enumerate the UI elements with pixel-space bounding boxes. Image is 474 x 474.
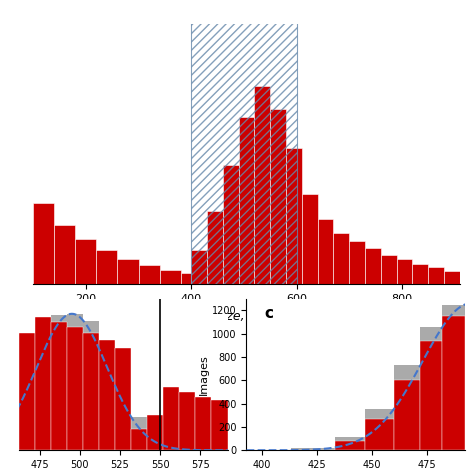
Bar <box>96 250 118 284</box>
Bar <box>51 322 67 450</box>
Bar <box>420 341 443 450</box>
Bar <box>19 333 35 450</box>
Bar <box>238 117 255 284</box>
Bar <box>394 380 420 450</box>
Bar <box>160 270 181 284</box>
Bar <box>444 271 460 284</box>
Bar <box>164 387 179 450</box>
Bar <box>191 0 297 284</box>
Bar <box>83 333 99 450</box>
Bar <box>179 392 195 450</box>
Bar <box>35 317 51 450</box>
Bar <box>412 264 428 284</box>
Bar <box>223 165 238 284</box>
Bar <box>255 86 270 284</box>
Bar <box>397 259 412 284</box>
X-axis label: Size, [nm]: Size, [nm] <box>215 310 278 323</box>
Bar <box>75 239 96 284</box>
Bar <box>291 447 335 450</box>
Bar <box>365 419 394 450</box>
Y-axis label: Images: Images <box>200 354 210 395</box>
Bar <box>181 273 191 284</box>
Bar <box>195 397 211 450</box>
Bar <box>191 250 207 284</box>
Bar <box>394 365 420 380</box>
Bar <box>51 315 67 322</box>
Bar <box>211 401 228 450</box>
Bar <box>67 314 83 328</box>
Text: c: c <box>264 306 273 321</box>
Bar <box>286 148 302 284</box>
Bar <box>138 265 160 284</box>
Bar <box>131 428 147 450</box>
Bar <box>443 316 465 450</box>
Bar <box>99 340 115 450</box>
Bar <box>420 327 443 341</box>
Bar <box>54 226 75 284</box>
Bar <box>147 415 164 450</box>
Bar <box>335 441 365 450</box>
Bar <box>270 109 286 284</box>
Bar <box>365 248 381 284</box>
Bar <box>131 417 147 428</box>
Bar <box>207 211 223 284</box>
Bar <box>349 241 365 284</box>
Bar <box>318 219 333 284</box>
Bar <box>118 259 138 284</box>
Bar <box>381 255 397 284</box>
Bar <box>335 437 365 441</box>
Bar <box>365 409 394 419</box>
Bar <box>443 305 465 316</box>
Bar <box>33 203 54 284</box>
Bar <box>115 348 131 450</box>
Bar <box>302 194 318 284</box>
Bar <box>83 321 99 333</box>
Bar <box>333 233 349 284</box>
Bar <box>67 328 83 450</box>
Bar <box>428 267 444 284</box>
